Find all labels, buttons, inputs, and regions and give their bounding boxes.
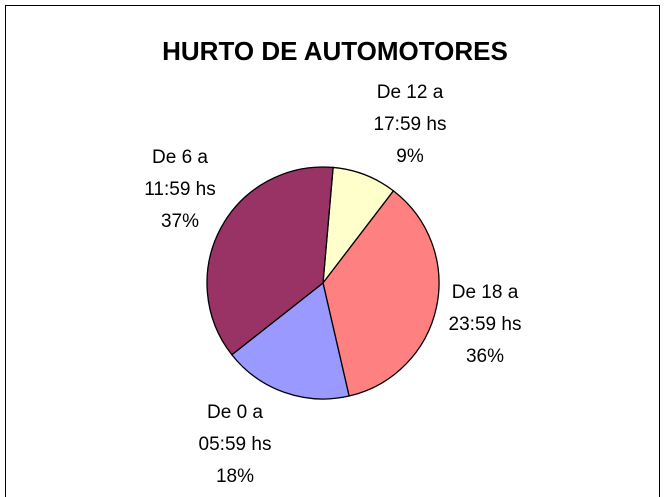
chart-title: HURTO DE AUTOMOTORES: [162, 36, 508, 66]
pie-slice: [230, 281, 350, 400]
pie-slice: [206, 166, 334, 356]
pie-slice: [322, 189, 440, 397]
value-label: 36%: [465, 346, 505, 367]
value-label: 37%: [160, 211, 200, 232]
category-label: De 0 a 05:59 hs: [198, 402, 272, 455]
slice-label: De 0 a 05:59 hs 18%: [175, 397, 295, 493]
category-label: De 6 a 11:59 hs: [144, 147, 216, 200]
slice-label: De 12 a 17:59 hs 9%: [350, 77, 470, 173]
value-label: 18%: [215, 466, 255, 487]
category-label: De 18 a 23:59 hs: [448, 282, 522, 335]
slice-label: De 6 a 11:59 hs 37%: [120, 142, 240, 238]
value-label: 9%: [396, 146, 424, 167]
slice-label: De 18 a 23:59 hs 36%: [425, 277, 545, 373]
category-label: De 12 a 17:59 hs: [373, 82, 447, 135]
